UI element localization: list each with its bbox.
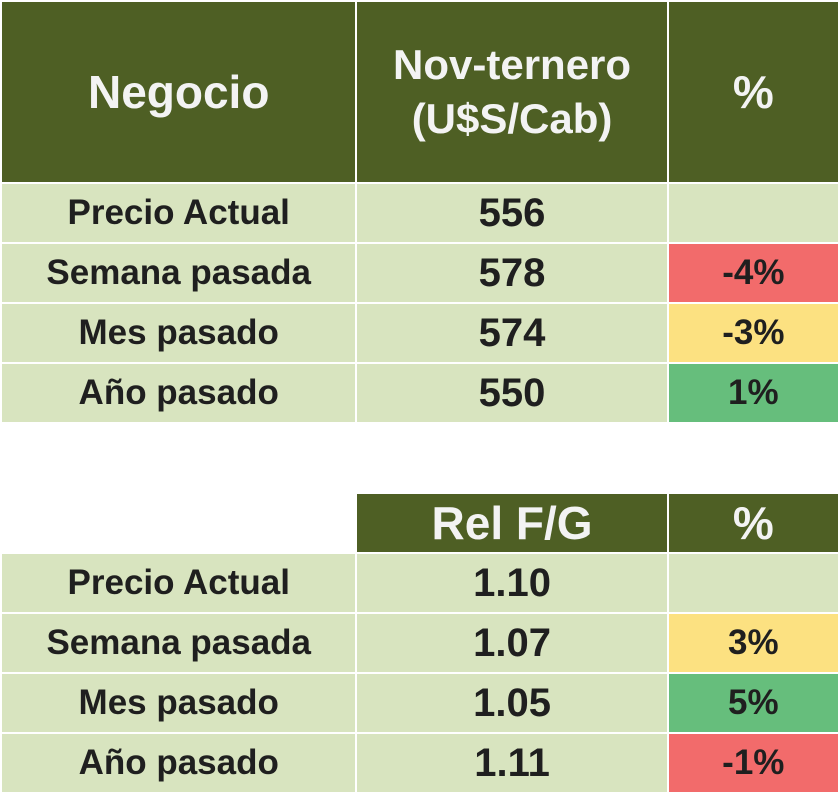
row-value: 1.10 bbox=[355, 552, 669, 614]
header-rel-fg: Rel F/G bbox=[355, 492, 669, 554]
row-label: Semana pasada bbox=[0, 612, 358, 674]
row-label: Año pasado bbox=[0, 362, 358, 424]
row-percent: 5% bbox=[666, 672, 840, 734]
row-value: 1.11 bbox=[355, 732, 669, 794]
table-row: Año pasado 550 1% bbox=[0, 362, 840, 424]
row-value: 1.05 bbox=[355, 672, 669, 734]
row-label: Semana pasada bbox=[0, 242, 358, 304]
table-row: Semana pasada 1.07 3% bbox=[0, 612, 840, 674]
row-label: Año pasado bbox=[0, 732, 358, 794]
table-row: Precio Actual 1.10 bbox=[0, 552, 840, 614]
table-row: Mes pasado 1.05 5% bbox=[0, 672, 840, 734]
row-percent: -1% bbox=[666, 732, 840, 794]
header-percent: % bbox=[666, 0, 840, 184]
price-comparison-table: Negocio Nov-ternero (U$S/Cab) % Precio A… bbox=[0, 0, 840, 424]
row-label: Mes pasado bbox=[0, 302, 358, 364]
row-value: 1.07 bbox=[355, 612, 669, 674]
row-percent: -4% bbox=[666, 242, 840, 304]
ratio-comparison-table: Rel F/G % Precio Actual 1.10 Semana pasa… bbox=[0, 492, 840, 794]
row-percent: 3% bbox=[666, 612, 840, 674]
row-value: 550 bbox=[355, 362, 669, 424]
header-negocio: Negocio bbox=[0, 0, 358, 184]
header-nov-ternero: Nov-ternero (U$S/Cab) bbox=[355, 0, 669, 184]
table-row: Semana pasada 578 -4% bbox=[0, 242, 840, 304]
row-label: Precio Actual bbox=[0, 552, 358, 614]
row-percent bbox=[666, 552, 840, 614]
table-header-row: Rel F/G % bbox=[1, 492, 840, 554]
table-header-row: Negocio Nov-ternero (U$S/Cab) % bbox=[0, 0, 840, 184]
row-label: Mes pasado bbox=[0, 672, 358, 734]
table-row: Precio Actual 556 bbox=[0, 182, 840, 244]
header-percent: % bbox=[666, 492, 840, 554]
table-row: Mes pasado 574 -3% bbox=[0, 302, 840, 364]
table-row: Año pasado 1.11 -1% bbox=[0, 732, 840, 794]
header-empty bbox=[1, 493, 357, 553]
row-percent: -3% bbox=[666, 302, 840, 364]
row-percent bbox=[666, 182, 840, 244]
row-label: Precio Actual bbox=[0, 182, 358, 244]
row-value: 556 bbox=[355, 182, 669, 244]
row-percent: 1% bbox=[666, 362, 840, 424]
row-value: 574 bbox=[355, 302, 669, 364]
header-nov-ternero-text: Nov-ternero (U$S/Cab) bbox=[393, 41, 632, 142]
row-value: 578 bbox=[355, 242, 669, 304]
